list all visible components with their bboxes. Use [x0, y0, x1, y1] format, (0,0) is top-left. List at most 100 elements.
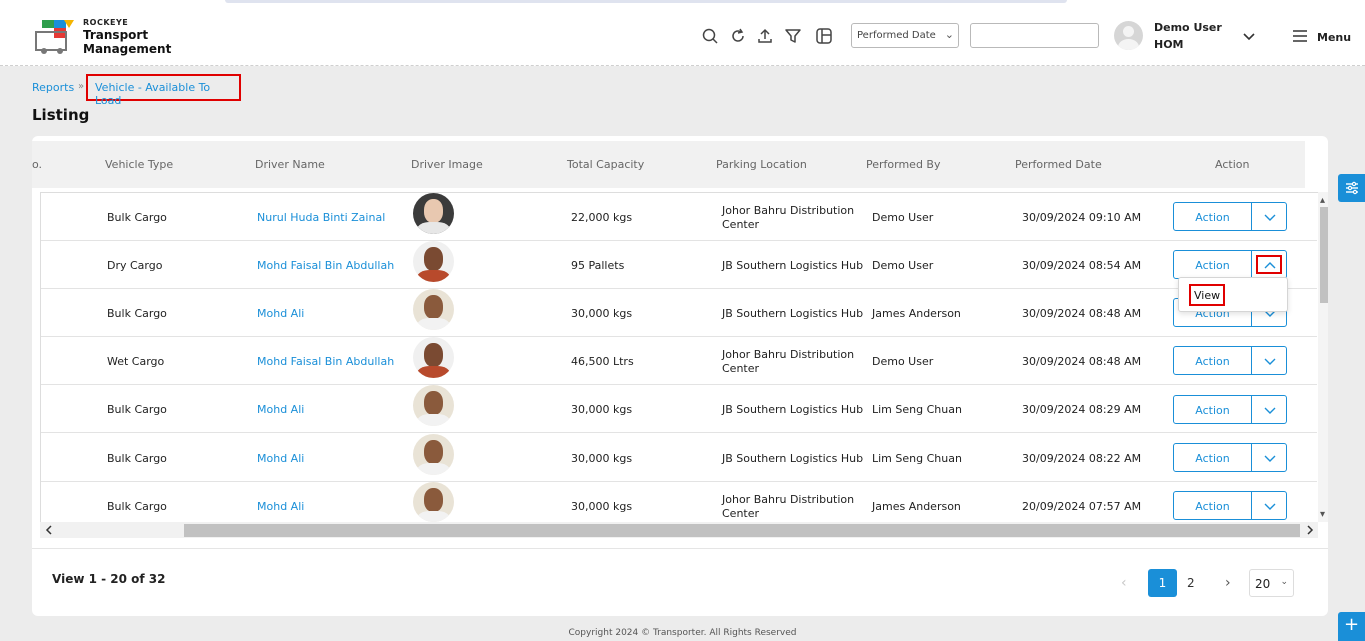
breadcrumb-current[interactable]: Vehicle - Available To Load: [86, 74, 241, 107]
action-button[interactable]: Action: [1173, 202, 1252, 231]
chevron-down-icon: ⌄: [1280, 577, 1288, 587]
vertical-scrollbar[interactable]: [1318, 192, 1328, 522]
user-avatar[interactable]: [1114, 21, 1143, 50]
brand-company: ROCKEYE: [83, 18, 129, 27]
table-row: [41, 434, 1317, 482]
chevron-down-icon: [1264, 455, 1276, 462]
capacity-cell: 22,000 kgs: [571, 211, 633, 224]
vehicle-type-cell: Bulk Cargo: [107, 307, 167, 320]
chevron-down-icon: ⌄: [944, 28, 954, 41]
action-button[interactable]: Action: [1173, 443, 1252, 472]
page-title: Listing: [32, 106, 90, 124]
performed-date-cell: 30/09/2024 08:29 AM: [1022, 403, 1142, 416]
page-1-button[interactable]: 1: [1148, 569, 1177, 597]
menu-label[interactable]: Menu: [1317, 31, 1352, 44]
column-header-performed-by[interactable]: Performed By: [866, 158, 941, 171]
sliders-icon: [1346, 181, 1358, 195]
action-dropdown-toggle[interactable]: [1251, 395, 1287, 424]
driver-name-link[interactable]: Mohd Ali: [257, 500, 305, 513]
driver-photo: [413, 193, 454, 234]
column-header-vehicle-type[interactable]: Vehicle Type: [105, 158, 174, 171]
next-page-icon[interactable]: ›: [1225, 575, 1231, 591]
vertical-scrollbar-thumb[interactable]: [1320, 207, 1328, 303]
app-header: ROCKEYE Transport Management Performed D…: [0, 0, 1365, 66]
action-button[interactable]: Action: [1173, 250, 1252, 279]
performed-date-cell: 30/09/2024 08:54 AM: [1022, 259, 1142, 272]
search-input[interactable]: [970, 23, 1099, 48]
chevron-down-icon: [1264, 214, 1276, 221]
action-dropdown-toggle[interactable]: [1251, 346, 1287, 375]
capacity-cell: 30,000 kgs: [571, 452, 633, 465]
action-dropdown-toggle[interactable]: [1251, 491, 1287, 520]
driver-name-link[interactable]: Mohd Faisal Bin Abdullah: [257, 355, 395, 368]
divider: [32, 548, 1328, 549]
search-icon[interactable]: [701, 27, 719, 45]
location-cell: JB Southern Logistics Hub: [722, 307, 864, 320]
column-header-total-capacity[interactable]: Total Capacity: [567, 158, 645, 171]
action-dropdown-menu: View: [1178, 277, 1288, 312]
date-filter-select[interactable]: Performed Date ⌄: [851, 23, 959, 48]
performed-date-cell: 30/09/2024 08:48 AM: [1022, 307, 1142, 320]
driver-name-link[interactable]: Nurul Huda Binti Zainal: [257, 211, 386, 224]
driver-name-link[interactable]: Mohd Ali: [257, 307, 305, 320]
location-cell: JB Southern Logistics Hub: [722, 403, 864, 416]
vehicle-type-cell: Dry Cargo: [107, 259, 163, 272]
upload-icon[interactable]: [756, 27, 774, 45]
prev-page-icon[interactable]: ‹: [1121, 575, 1127, 591]
driver-name-link[interactable]: Mohd Ali: [257, 452, 305, 465]
view-menu-item[interactable]: View: [1189, 284, 1225, 306]
scroll-left-arrow-icon[interactable]: [44, 525, 54, 535]
scroll-right-arrow-icon[interactable]: [1305, 525, 1315, 535]
action-dropdown-toggle[interactable]: [1251, 443, 1287, 472]
footer-copyright: Copyright 2024 © Transporter. All Rights…: [568, 628, 797, 638]
add-button[interactable]: +: [1338, 612, 1365, 641]
driver-name-link[interactable]: Mohd Ali: [257, 403, 305, 416]
action-button[interactable]: Action: [1173, 491, 1252, 520]
browser-top-strip: [225, 0, 1067, 3]
pagination-info: View 1 - 20 of 32: [52, 572, 166, 586]
table-header: [32, 141, 1305, 188]
chevron-up-icon: [1264, 262, 1276, 269]
performed-date-cell: 20/09/2024 07:57 AM: [1022, 500, 1142, 513]
brand-app-name: Transport Management: [83, 28, 172, 56]
action-dropdown-toggle[interactable]: [1251, 202, 1287, 231]
driver-photo: [413, 434, 454, 475]
hamburger-menu-icon[interactable]: [1292, 29, 1308, 43]
table-row: [41, 241, 1317, 289]
user-name: Demo User: [1154, 21, 1222, 34]
table-body: [40, 192, 1318, 522]
user-location: HOM: [1154, 38, 1184, 51]
driver-name-link[interactable]: Mohd Faisal Bin Abdullah: [257, 259, 395, 272]
performed-date-cell: 30/09/2024 09:10 AM: [1022, 211, 1142, 224]
scroll-up-arrow-icon[interactable]: ▴: [1320, 195, 1326, 206]
column-header-parking-location[interactable]: Parking Location: [716, 158, 807, 171]
settings-panel-button[interactable]: [1338, 174, 1365, 202]
action-button[interactable]: Action: [1173, 346, 1252, 375]
column-header-action: Action: [1215, 158, 1250, 171]
table-row: [41, 385, 1317, 433]
performed-by-cell: Demo User: [872, 259, 934, 272]
filter-icon[interactable]: [784, 27, 802, 45]
chevron-down-icon[interactable]: [1241, 28, 1257, 44]
vehicle-type-cell: Bulk Cargo: [107, 403, 167, 416]
date-filter-value: Performed Date: [857, 30, 936, 41]
page-2-button[interactable]: 2: [1187, 576, 1195, 590]
scroll-down-arrow-icon[interactable]: ▾: [1320, 509, 1326, 520]
refresh-icon[interactable]: [729, 27, 747, 45]
column-header-driver-name[interactable]: Driver Name: [255, 158, 325, 171]
action-dropdown-toggle[interactable]: [1251, 250, 1287, 279]
columns-icon[interactable]: [815, 27, 833, 45]
horizontal-scrollbar-thumb[interactable]: [184, 524, 1300, 537]
table-row: [41, 193, 1317, 241]
action-button[interactable]: Action: [1173, 395, 1252, 424]
driver-photo: [413, 482, 454, 522]
transport-logo-icon: [35, 20, 74, 54]
performed-by-cell: James Anderson: [872, 500, 961, 513]
driver-photo: [413, 289, 454, 330]
vehicle-type-cell: Bulk Cargo: [107, 500, 167, 513]
driver-photo: [413, 337, 454, 378]
plus-icon: +: [1343, 614, 1360, 635]
column-header-performed-date[interactable]: Performed Date: [1015, 158, 1102, 171]
breadcrumb-reports-link[interactable]: Reports: [32, 81, 75, 94]
page-size-select[interactable]: 20 ⌄: [1249, 569, 1294, 597]
